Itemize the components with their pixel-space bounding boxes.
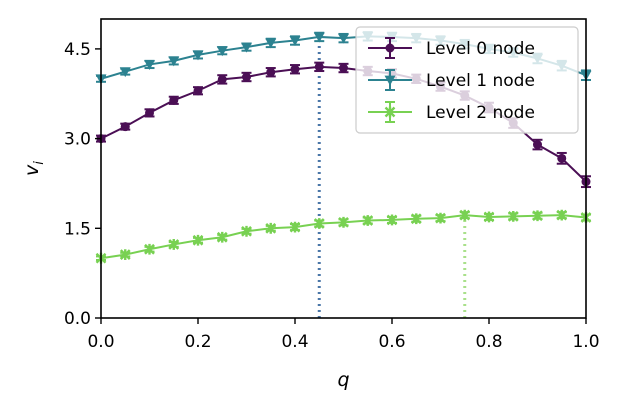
legend: Level 0 node Level 1 node Level 2 node: [355, 26, 579, 134]
data-point: [242, 72, 251, 82]
data-point: [265, 222, 277, 234]
legend-label: Level 1 node: [426, 71, 535, 91]
data-point: [216, 231, 228, 243]
legend-item-level-0-node: Level 0 node: [368, 37, 535, 59]
plot-frame: [100, 18, 587, 319]
x-axis: 0.0 0.2 0.4 0.6 0.8 1.0: [87, 318, 600, 352]
x-tick-label: 0.2: [184, 332, 211, 352]
legend-marker: [384, 106, 396, 118]
data-point: [532, 210, 543, 222]
data-point: [144, 243, 155, 255]
x-tick-label: 0.6: [378, 332, 405, 352]
data-point: [507, 210, 519, 222]
data-point: [556, 209, 568, 221]
data-point: [362, 215, 374, 226]
y-tick-label: 0.0: [64, 309, 91, 329]
data-point: [145, 108, 154, 118]
data-point: [410, 213, 422, 225]
data-point: [533, 140, 542, 150]
legend-box: [355, 26, 579, 134]
y-tick-label: 1.5: [64, 219, 91, 239]
x-tick-label: 0.0: [87, 332, 114, 352]
data-point: [120, 122, 130, 132]
legend-label: Level 2 node: [426, 103, 535, 123]
legend-label: Level 0 node: [426, 39, 535, 59]
y-tick-label: 3.0: [64, 130, 91, 150]
data-point: [266, 67, 276, 77]
data-point: [483, 211, 495, 223]
data-point: [169, 95, 179, 105]
data-point: [168, 56, 180, 67]
data-point: [314, 62, 324, 72]
y-tick-label: 4.5: [64, 40, 91, 60]
data-point: [386, 214, 398, 226]
data-point: [435, 212, 446, 224]
data-point: [216, 46, 228, 57]
data-point: [289, 221, 301, 233]
legend-marker: [384, 75, 396, 86]
data-point: [313, 32, 325, 43]
legend-item-level-1-node: Level 1 node: [368, 69, 535, 91]
x-axis-label: q: [337, 369, 349, 391]
legend-marker: [385, 43, 395, 53]
y-axis-label: vi: [21, 161, 47, 176]
data-point: [339, 63, 348, 73]
legend-item-level-2-node: Level 2 node: [368, 101, 535, 123]
data-point: [119, 67, 131, 78]
x-tick-label: 0.8: [475, 332, 502, 352]
data-point: [313, 218, 325, 229]
x-tick-label: 0.4: [281, 332, 308, 352]
data-point: [557, 153, 567, 163]
data-point: [289, 36, 301, 47]
data-point: [217, 74, 227, 84]
data-point: [144, 60, 155, 70]
data-point: [193, 86, 203, 96]
series-level-2-node: [95, 209, 592, 264]
data-point: [192, 50, 204, 61]
data-point: [459, 209, 471, 221]
y-axis: 0.0 1.5 3.0 4.5: [64, 40, 101, 329]
data-point: [119, 249, 131, 261]
data-point: [290, 64, 300, 74]
data-point: [338, 33, 349, 44]
data-point: [265, 38, 277, 49]
data-point: [241, 42, 252, 53]
y-axis-label-main: v: [21, 164, 43, 176]
y-axis-label-subscript: i: [32, 161, 47, 165]
data-point: [168, 239, 180, 250]
x-tick-label: 1.0: [572, 332, 599, 352]
data-point: [338, 216, 349, 228]
data-point: [241, 225, 252, 237]
data-point: [192, 234, 204, 246]
vertical-reference-lines: [317, 36, 467, 318]
